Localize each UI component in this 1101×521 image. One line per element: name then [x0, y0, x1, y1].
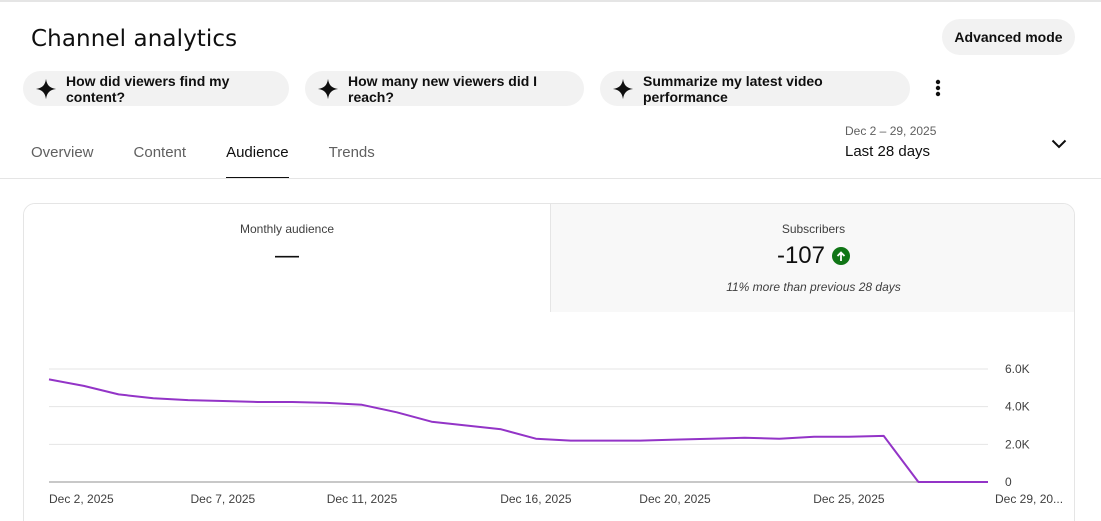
- tabs-divider: [0, 178, 1101, 179]
- data-point[interactable]: [530, 433, 542, 445]
- chevron-down-icon: [1051, 139, 1067, 149]
- suggestion-chip-summary[interactable]: Summarize my latest video performance: [600, 71, 910, 106]
- metric-monthly-audience[interactable]: Monthly audience —: [24, 204, 550, 312]
- data-point[interactable]: [78, 380, 90, 392]
- suggestion-chip-label: Summarize my latest video performance: [643, 72, 823, 105]
- advanced-mode-button[interactable]: Advanced mode: [942, 19, 1075, 55]
- subscribers-value: -107: [776, 242, 826, 269]
- data-point[interactable]: [321, 397, 333, 409]
- data-point[interactable]: [252, 396, 264, 408]
- data-point[interactable]: [599, 435, 611, 447]
- metric-subscribers[interactable]: Subscribers -107 11% more than previous …: [550, 204, 1074, 312]
- suggestion-chip-traffic[interactable]: How did viewers find my content?: [23, 71, 289, 106]
- data-point[interactable]: [773, 433, 785, 445]
- analytics-tabs: Overview Content Audience Trends: [31, 144, 415, 179]
- date-picker-dropdown[interactable]: [1048, 133, 1070, 155]
- tab-overview[interactable]: Overview: [31, 144, 94, 161]
- data-point[interactable]: [704, 433, 716, 445]
- data-point[interactable]: [634, 435, 646, 447]
- suggestion-chip-label: How many new viewers did I reach?: [348, 72, 538, 105]
- tab-trends[interactable]: Trends: [328, 144, 375, 161]
- metric-label: Monthly audience: [239, 222, 335, 236]
- tab-audience[interactable]: Audience: [226, 144, 289, 179]
- date-period-label[interactable]: Last 28 days: [845, 143, 931, 160]
- x-tick-label: Dec 25, 2025: [813, 492, 885, 506]
- data-point[interactable]: [460, 420, 472, 432]
- x-tick-label: Dec 11, 2025: [327, 492, 398, 506]
- more-vert-icon: [935, 79, 941, 97]
- metric-value: —: [24, 242, 550, 270]
- metric-value: -107: [551, 242, 1074, 270]
- data-point[interactable]: [843, 431, 855, 443]
- metric-label: Subscribers: [781, 222, 846, 236]
- data-point[interactable]: [356, 399, 368, 411]
- data-point[interactable]: [878, 430, 890, 442]
- audience-card: Monthly audience — Subscribers -107 11% …: [23, 203, 1075, 521]
- monthly-audience-value: —: [275, 242, 299, 269]
- top-divider: [0, 0, 1101, 2]
- date-range-text: Dec 2 – 29, 2025: [845, 124, 937, 138]
- data-point[interactable]: [669, 434, 681, 446]
- data-point[interactable]: [947, 476, 959, 488]
- data-point[interactable]: [147, 392, 159, 404]
- data-point[interactable]: [391, 406, 403, 418]
- subscribers-line-chart: Dec 2, 2025 Dec 7, 2025 Dec 11, 2025 Dec 16…: [43, 362, 1063, 506]
- metric-comparison-note: 11% more than previous 28 days: [726, 280, 901, 294]
- arrow-up-icon: [832, 247, 851, 265]
- series-line[interactable]: [48, 378, 988, 483]
- data-point[interactable]: [217, 395, 229, 407]
- y-tick-label: 4.0K: [1005, 400, 1030, 414]
- more-options-button[interactable]: [926, 75, 950, 101]
- x-tick-label: Dec 7, 2025: [191, 492, 256, 506]
- suggestion-chip-new-viewers[interactable]: How many new viewers did I reach?: [305, 71, 584, 106]
- x-tick-label: Dec 29, 20...: [995, 492, 1063, 506]
- tab-content[interactable]: Content: [133, 144, 187, 161]
- data-point[interactable]: [113, 388, 125, 400]
- y-tick-label: 2.0K: [1005, 437, 1030, 451]
- x-tick-label: Dec 20, 2025: [639, 492, 711, 506]
- sparkle-icon: [612, 78, 634, 100]
- suggestion-chip-label: How did viewers find my content?: [66, 72, 230, 105]
- x-tick-label: Dec 16, 2025: [500, 492, 572, 506]
- data-point[interactable]: [43, 373, 55, 385]
- data-point[interactable]: [739, 432, 751, 444]
- y-tick-label: 0: [1005, 475, 1012, 489]
- data-point[interactable]: [982, 476, 994, 488]
- data-point[interactable]: [565, 435, 577, 447]
- x-tick-label: Dec 2, 2025: [49, 492, 114, 506]
- sparkle-icon: [317, 78, 339, 100]
- data-point[interactable]: [286, 396, 298, 408]
- data-point[interactable]: [182, 394, 194, 406]
- data-point[interactable]: [808, 431, 820, 443]
- y-tick-label: 6.0K: [1005, 362, 1030, 376]
- data-point[interactable]: [426, 416, 438, 428]
- page-title: Channel analytics: [31, 26, 238, 52]
- sparkle-icon: [35, 78, 57, 100]
- data-point[interactable]: [495, 423, 507, 435]
- data-point[interactable]: [912, 476, 924, 488]
